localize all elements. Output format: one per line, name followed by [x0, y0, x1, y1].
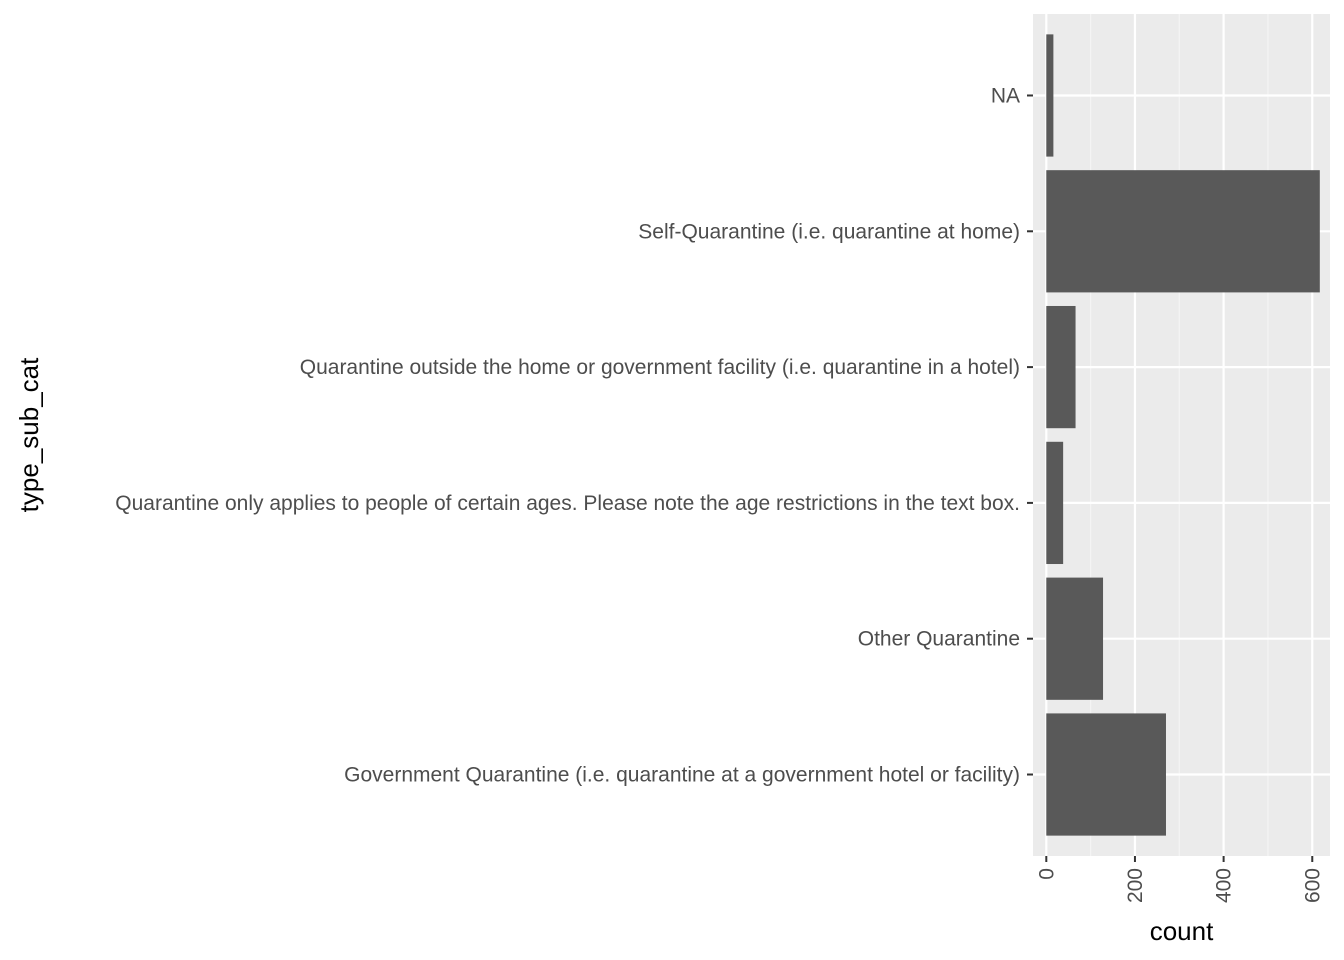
- y-tick-label: Other Quarantine: [858, 628, 1020, 651]
- y-axis-ticks: Government Quarantine (i.e. quarantine a…: [115, 84, 1033, 787]
- x-axis-ticks: 0 200 400 600: [1035, 856, 1324, 903]
- x-tick-label: 600: [1301, 868, 1324, 903]
- bar: [1046, 713, 1166, 836]
- y-tick-label: Quarantine only applies to people of cer…: [115, 492, 1020, 515]
- y-tick-label: Self-Quarantine (i.e. quarantine at home…: [638, 220, 1020, 243]
- y-axis-title: type_sub_cat: [14, 357, 44, 512]
- y-tick-label: Government Quarantine (i.e. quarantine a…: [344, 764, 1020, 787]
- bar: [1046, 305, 1076, 429]
- x-axis-title: count: [1150, 916, 1214, 946]
- x-tick-label: 400: [1213, 868, 1236, 903]
- bar: [1046, 577, 1104, 700]
- bar: [1046, 441, 1064, 565]
- bar: [1046, 170, 1320, 293]
- x-tick-label: 0: [1035, 868, 1058, 880]
- bars: [1046, 34, 1320, 836]
- x-tick-label: 200: [1124, 868, 1147, 903]
- y-tick-label: NA: [991, 84, 1020, 107]
- bar: [1046, 34, 1054, 157]
- y-tick-label: Quarantine outside the home or governmen…: [300, 356, 1020, 379]
